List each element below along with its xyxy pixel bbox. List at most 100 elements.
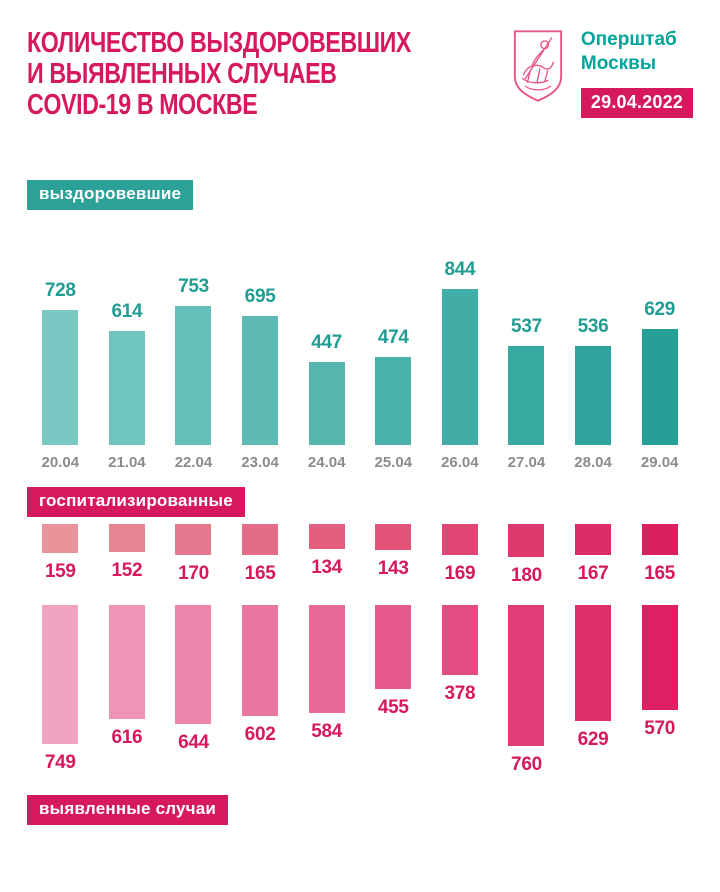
bar	[308, 524, 345, 549]
logo-area: Оперштаб Москвы 29.04.2022	[511, 28, 693, 118]
date-tick-label: 29.04	[640, 454, 679, 471]
bar	[242, 316, 279, 445]
bar-column: 180	[493, 524, 560, 587]
bar-value-label: 447	[311, 332, 343, 353]
bar-value-label: 749	[44, 752, 76, 773]
bar	[175, 605, 212, 724]
bar	[42, 524, 79, 553]
bar-column: 537	[493, 316, 560, 445]
bar-value-label: 616	[111, 727, 143, 748]
bar-column: 169	[427, 524, 494, 585]
bar-column: 165	[626, 524, 693, 585]
bar-value-label: 602	[244, 724, 276, 745]
bar-column: 614	[94, 301, 161, 445]
date-tick-label: 27.04	[507, 454, 546, 471]
bar-column: 749	[27, 605, 94, 774]
org-name-line-1: Оперштаб	[580, 29, 677, 50]
bar-value-label: 844	[444, 259, 476, 280]
page-title-line-1: КОЛИЧЕСТВО ВЫЗДОРОВЕВШИХ	[27, 27, 412, 59]
hospitalized-bar-chart: 159 152 170 165 134 143 169 180 167 165	[27, 524, 693, 587]
bar-value-label: 134	[311, 557, 343, 578]
bar-column: 644	[160, 605, 227, 754]
bar	[375, 524, 412, 550]
section-badge-recovered: выздоровевшие	[27, 180, 194, 210]
bar	[441, 605, 478, 675]
bar-value-label: 378	[444, 683, 476, 704]
date-tick-label: 28.04	[574, 454, 612, 471]
header: КОЛИЧЕСТВО ВЫЗДОРОВЕВШИХ И ВЫЯВЛЕННЫХ СЛ…	[27, 28, 693, 121]
bar	[441, 289, 478, 445]
bar	[508, 605, 545, 746]
bar	[375, 605, 412, 689]
bar-value-label: 180	[511, 565, 542, 586]
moscow-coat-of-arms-icon	[513, 30, 563, 102]
page-title-line-2: И ВЫЯВЛЕННЫХ СЛУЧАЕВ	[27, 58, 337, 90]
bar-value-label: 159	[44, 561, 76, 582]
date-tick-label: 24.04	[307, 454, 346, 471]
date-tick-label: 25.04	[374, 454, 413, 471]
detected-cases-bar-chart: 749 616 644 602 584 455 378 760 629 570	[27, 605, 693, 776]
bar	[108, 331, 145, 445]
bar	[308, 362, 345, 445]
bar-value-label: 728	[44, 280, 76, 301]
bar-value-label: 152	[111, 560, 143, 581]
bar	[108, 524, 145, 552]
bar-column: 695	[227, 286, 294, 445]
bar-value-label: 614	[111, 301, 143, 322]
bar-value-label: 536	[577, 316, 609, 337]
bar	[441, 524, 478, 555]
bar	[242, 524, 279, 555]
bar-value-label: 695	[244, 286, 276, 307]
bar-value-label: 474	[377, 327, 409, 348]
bar-column: 159	[27, 524, 94, 583]
date-axis: 20.04 21.04 22.04 23.04 24.04 25.04 26.04 27.04…	[27, 454, 693, 471]
infographic-page: КОЛИЧЕСТВО ВЫЗДОРОВЕВШИХ И ВЫЯВЛЕННЫХ СЛ…	[0, 28, 720, 892]
bar-value-label: 169	[444, 563, 476, 584]
date-tick-label: 26.04	[441, 454, 479, 471]
bar-column: 728	[27, 280, 94, 445]
bar	[641, 605, 678, 710]
bar-column: 378	[427, 605, 494, 705]
bar-value-label: 170	[178, 563, 209, 584]
page-title: КОЛИЧЕСТВО ВЫЗДОРОВЕВШИХ И ВЫЯВЛЕННЫХ СЛ…	[27, 28, 411, 121]
bar-column: 455	[360, 605, 427, 719]
date-badge: 29.04.2022	[580, 88, 693, 118]
bar	[375, 357, 412, 445]
bar	[641, 524, 678, 555]
bar-column: 844	[427, 259, 494, 445]
org-name: Оперштаб Москвы	[581, 28, 693, 76]
bar-value-label: 584	[311, 721, 343, 742]
bar-column: 570	[626, 605, 693, 740]
bar	[308, 605, 345, 713]
bar	[42, 605, 79, 744]
bar	[575, 346, 612, 445]
date-tick-label: 23.04	[241, 454, 279, 471]
bar	[508, 346, 545, 445]
bar-column: 447	[293, 332, 360, 445]
section-badge-detected-cases: выявленные случаи	[27, 795, 229, 825]
bar-column: 134	[293, 524, 360, 579]
bar-column: 629	[626, 299, 693, 445]
bar	[175, 524, 212, 555]
bar-column: 152	[94, 524, 161, 582]
bar-column: 629	[560, 605, 627, 751]
bar-value-label: 143	[377, 558, 409, 579]
bar-value-label: 165	[644, 563, 676, 584]
bar	[42, 310, 79, 445]
bar-column: 753	[160, 276, 227, 445]
bar	[108, 605, 145, 719]
bar	[641, 329, 678, 445]
bar-value-label: 165	[244, 563, 276, 584]
bar-value-label: 629	[577, 729, 609, 750]
bar-value-label: 629	[644, 299, 676, 320]
bar-value-label: 644	[178, 732, 209, 753]
org-name-line-2: Москвы	[580, 53, 657, 74]
page-title-line-3: COVID-19 В МОСКВЕ	[27, 89, 258, 121]
bar-column: 165	[227, 524, 294, 585]
logo-text-block: Оперштаб Москвы 29.04.2022	[580, 28, 693, 118]
date-tick-label: 22.04	[174, 454, 213, 471]
bar-value-label: 753	[178, 276, 209, 297]
bar	[575, 605, 612, 721]
bar-column: 602	[227, 605, 294, 746]
bar-value-label: 455	[377, 697, 409, 718]
